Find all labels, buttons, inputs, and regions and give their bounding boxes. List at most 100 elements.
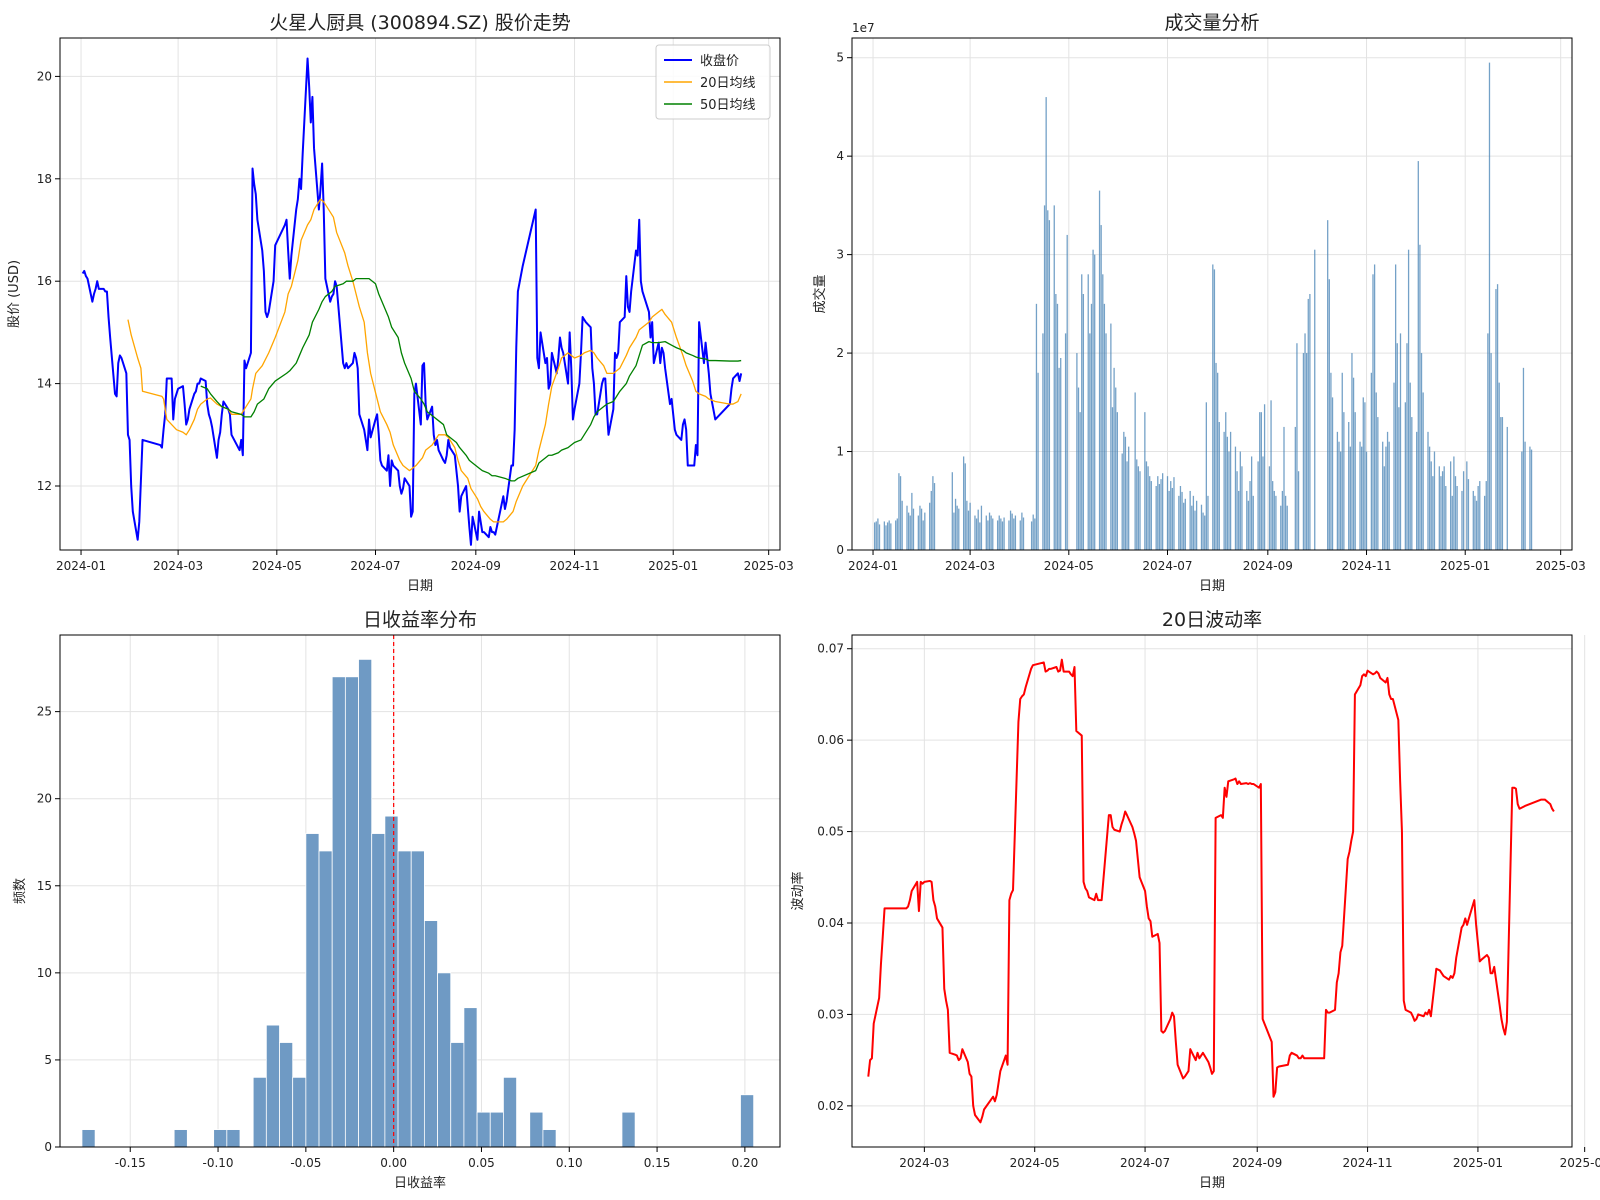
volume-bar: [1406, 343, 1408, 550]
volume-bar: [1461, 490, 1463, 550]
volume-bar: [1238, 490, 1240, 550]
volume-bar: [877, 518, 879, 550]
volume-bar: [1009, 510, 1012, 550]
volume-bar: [988, 512, 991, 550]
histogram-bar: [437, 972, 452, 1147]
volume-bar: [1272, 481, 1274, 550]
volume-bar: [917, 515, 919, 550]
volume-bar: [1191, 505, 1193, 550]
x-tick-label: 2024-05: [1044, 559, 1094, 573]
volume-bar: [1364, 402, 1366, 550]
volume-bar: [1157, 476, 1159, 550]
volume-bar: [1250, 456, 1253, 550]
volume-bar: [1115, 387, 1117, 550]
volume-bar: [1060, 358, 1062, 550]
volume-bar: [1056, 303, 1059, 550]
volume-bar: [1343, 412, 1345, 550]
volume-bar: [1116, 412, 1118, 550]
volume-bar: [1234, 446, 1237, 550]
volume-bar: [1081, 274, 1083, 550]
volume-bar: [1451, 495, 1453, 550]
volume-bar: [1179, 486, 1182, 550]
volume-bar: [1262, 456, 1264, 550]
volume-bar: [1530, 449, 1533, 550]
volume-bar: [1419, 244, 1421, 550]
y-axis-label: 波动率: [790, 871, 806, 910]
volume-bar: [1420, 353, 1423, 550]
volume-bar: [1327, 220, 1329, 550]
volume-bar: [1228, 451, 1230, 550]
volume-bar: [932, 476, 934, 550]
volume-bar: [1521, 451, 1523, 550]
volume-bar: [1430, 461, 1432, 550]
y-tick-label: 14: [37, 377, 52, 391]
y-offset-label: 1e7: [852, 21, 875, 35]
axes-frame: [59, 634, 781, 1148]
volume-bar: [1263, 404, 1266, 550]
volume-bar: [1529, 446, 1531, 550]
volume-bar: [1079, 412, 1081, 550]
volume-bar: [1495, 289, 1497, 550]
volume-bar: [1207, 495, 1209, 550]
volume-bar: [1394, 264, 1397, 550]
volume-bar: [987, 520, 989, 550]
volume-bar: [1275, 495, 1277, 550]
volume-bar: [1113, 367, 1115, 550]
volume-bar: [1166, 476, 1169, 550]
volume-bar: [1339, 451, 1342, 550]
volume-bar: [1307, 298, 1309, 550]
volume-bar: [1055, 294, 1057, 550]
volume-bar: [1236, 471, 1238, 550]
x-tick-label: -0.05: [290, 1156, 321, 1170]
subplot-4: 2024-03 2024-05 2024-07 2024-09 2024-11 2025-…: [790, 609, 1600, 1191]
chart-title: 火星人厨具 (300894.SZ) 股价走势: [269, 12, 571, 34]
volume-bar: [1226, 436, 1229, 550]
volume-bar: [1302, 353, 1305, 550]
volume-bar: [883, 521, 886, 550]
volume-bar: [1150, 481, 1152, 550]
volume-bar: [911, 492, 913, 550]
subplot-3: -0.15 -0.10 -0.05 0.00 0.05 0.10 0.15 0.20 0 5 10 1…: [13, 609, 781, 1191]
chart-title: 20日波动率: [1162, 609, 1262, 631]
volume-bar: [1487, 333, 1489, 550]
x-tick-label: 2025-01: [1453, 1156, 1503, 1170]
volume-bar: [1217, 372, 1219, 550]
volume-bar: [1194, 510, 1196, 550]
axes-frame: [851, 37, 1573, 551]
volume-bar: [1184, 498, 1186, 550]
legend: 收盘价 20日均线 50日均线: [655, 44, 771, 120]
x-tick-label: -0.15: [115, 1156, 146, 1170]
volume-bar: [1330, 372, 1332, 550]
volume-bar: [1249, 481, 1251, 550]
volume-bar: [929, 502, 931, 550]
series-line-1: [867, 658, 1555, 1124]
volume-bar: [1124, 436, 1127, 550]
volume-bar: [979, 522, 981, 550]
legend-label-3: 50日均线: [700, 98, 756, 113]
volume-bar: [1035, 303, 1038, 550]
volume-bar: [1048, 220, 1051, 550]
volume-bar: [1411, 417, 1413, 550]
series-line-1: [81, 57, 743, 546]
volume-bar: [1105, 333, 1107, 550]
volume-bar: [1092, 249, 1094, 550]
x-tick-label: 2024-07: [350, 559, 400, 573]
volume-bar: [909, 515, 911, 550]
volume-bar: [1103, 303, 1106, 550]
volume-bar: [1422, 392, 1424, 550]
y-tick-label: 25: [37, 705, 52, 719]
volume-bar: [1076, 353, 1078, 550]
y-tick-label: 0: [836, 543, 844, 557]
volume-bar: [1296, 343, 1298, 550]
x-tick-label: -0.10: [203, 1156, 234, 1170]
volume-bar: [896, 518, 898, 550]
volume-bar: [906, 505, 908, 550]
volume-bar: [1126, 461, 1128, 550]
volume-bar: [878, 524, 881, 550]
volume-bar: [1014, 515, 1017, 550]
volume-bar: [1454, 476, 1457, 550]
volume-bar: [1137, 466, 1140, 550]
volume-bar: [1352, 377, 1355, 550]
volume-bar: [980, 505, 983, 550]
volume-bar: [888, 520, 890, 550]
